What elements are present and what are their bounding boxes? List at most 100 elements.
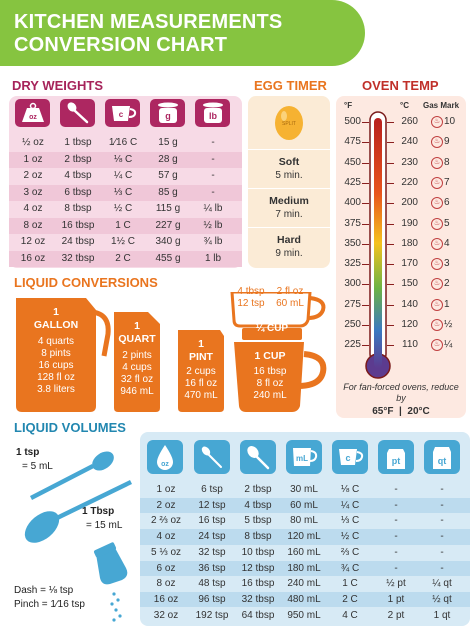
gram-label: g — [165, 111, 171, 121]
gas-mark-value: 7 — [444, 176, 450, 188]
table-cell: 36 tsp — [198, 562, 226, 574]
table-cell: 16 oz — [153, 593, 179, 605]
egg-divider — [248, 149, 330, 150]
oz-drop-icon: oz — [147, 440, 183, 474]
table-cell: 455 g — [155, 252, 181, 264]
gas-mark-flame-icon: ♨ — [431, 217, 443, 230]
table-cell: ¼ C — [340, 499, 360, 511]
table-cell: 2 C — [342, 593, 358, 605]
oz-label: oz — [29, 114, 37, 121]
table-cell: 6 tbsp — [64, 186, 92, 198]
table-cell: - — [440, 499, 444, 511]
table-row: 16 oz 96 tsp 32 tbsp 480 mL 2 C 1 pt ½ qt — [140, 591, 470, 608]
table-cell: 2 C — [115, 252, 131, 264]
table-cell: 15 g — [158, 137, 178, 148]
teaspoon-bowl — [92, 451, 114, 471]
gas-mark-value: 3 — [444, 258, 450, 270]
gas-mark-flame-icon: ♨ — [431, 319, 443, 331]
fan-forced-note: For fan-forced ovens, reduce by — [343, 382, 459, 403]
table-cell: 180 mL — [287, 562, 321, 574]
table-cell: 115 g — [155, 203, 181, 214]
gas-mark-header: Gas Mark — [423, 101, 460, 110]
spoons-illustration — [24, 451, 132, 622]
oz-icon-label: oz — [161, 461, 169, 468]
tbsp-equivalent: = 15 mL — [86, 520, 123, 531]
egg-medium-time: 7 min. — [275, 209, 303, 220]
thermometer-tick — [387, 325, 394, 326]
table-cell: 85 g — [158, 186, 178, 198]
cup-label: 1 CUP — [254, 350, 286, 362]
table-cell: 1 C — [342, 578, 358, 590]
gas-mark-value: 2 — [444, 278, 450, 290]
table-cell: 1 tbsp — [64, 137, 92, 148]
salt-grain — [114, 608, 118, 612]
celsius-value: 140 — [401, 298, 418, 310]
cup-label: c — [118, 110, 123, 119]
table-cell: ¼ qt — [432, 578, 452, 590]
salt-grain — [118, 614, 122, 618]
table-cell: - — [211, 137, 215, 148]
egg-icon: SPLIT — [275, 106, 303, 140]
thermometer-tick — [362, 345, 369, 347]
salt-grain — [116, 598, 120, 602]
thermometer-tick — [387, 162, 394, 164]
table-row: 8 oz 16 tbsp 1 C 227 g ½ lb — [9, 217, 242, 234]
table-cell: 1⁄16 C — [108, 137, 138, 148]
table-row: 6 oz 36 tsp 12 tbsp 180 mL ¾ C - - — [140, 560, 470, 576]
table-cell: 4 C — [342, 609, 358, 621]
thermometer-tick — [387, 284, 394, 286]
title-line-1: KITCHEN MEASUREMENTS — [14, 11, 283, 33]
table-cell: ½ C — [113, 203, 133, 214]
table-cell: - — [394, 499, 398, 511]
table-cell: 2 oz — [23, 170, 43, 181]
table-cell: 4 tbsp — [244, 499, 272, 511]
pound-label: lb — [209, 111, 218, 121]
table-cell: 24 tsp — [198, 531, 226, 543]
egg-timer-heading: EGG TIMER — [254, 78, 327, 93]
egg-hard-time: 9 min. — [275, 248, 303, 259]
table-row: 4 oz 24 tsp 8 tbsp 120 mL ½ C - - — [140, 529, 470, 545]
egg-divider — [248, 227, 330, 228]
table-cell: 32 tsp — [198, 546, 226, 558]
table-cell: 1 lb — [204, 252, 222, 264]
table-cell: ½ pt — [386, 578, 406, 590]
thermometer-icon — [365, 111, 391, 379]
gallon-handle-shape — [91, 309, 111, 357]
table-row: 12 oz 24 tbsp 1½ C 340 g ¾ lb — [9, 234, 242, 250]
table-cell: 12 tsp — [198, 499, 226, 511]
liquid-volumes-table: oz mL c pt qt 1 oz 6 tsp 2 tbsp 30 mL ⅛ C--2… — [140, 432, 470, 626]
table-cell: ⅓ C — [340, 515, 360, 527]
salt-grain — [112, 618, 116, 622]
table-cell: - — [440, 531, 444, 543]
gram-scale-icon: g — [150, 99, 185, 127]
celsius-value: 190 — [401, 217, 418, 229]
table-cell: - — [394, 515, 398, 527]
table-cell: 2 oz — [156, 499, 176, 511]
table-cell: - — [394, 531, 398, 543]
table-row: 32 oz 192 tsp 64 tbsp 950 mL 4 C 2 pt 1 qt — [140, 608, 470, 624]
fan-forced-values: 65°F | 20°C — [372, 406, 430, 417]
cup-icon: c — [105, 99, 140, 127]
table-cell: ⅛ C — [113, 153, 133, 165]
thermometer-tick — [362, 243, 369, 245]
table-cell: 2 pt — [387, 609, 405, 621]
quart-icon: qt — [424, 440, 460, 474]
table-cell: 16 tbsp — [241, 578, 275, 590]
table-cell: 10 tbsp — [241, 546, 275, 558]
table-cell: 32 tbsp — [61, 252, 95, 264]
gas-mark-value: ¼ — [444, 339, 453, 351]
table-cell: ¾ C — [340, 562, 360, 574]
quart-details: 2 pints 4 cups 32 fl oz 946 mL — [120, 350, 154, 397]
liquid-conversions-heading: LIQUID CONVERSIONS — [14, 275, 158, 290]
gas-mark-value: 8 — [444, 156, 450, 168]
celsius-value: 120 — [401, 319, 418, 330]
fahrenheit-value: 325 — [344, 258, 361, 270]
oz-weight-icon: oz — [15, 99, 50, 127]
table-cell: 12 tbsp — [241, 562, 275, 574]
gas-mark-flame-icon: ♨ — [431, 278, 443, 291]
table-cell: 16 tbsp — [61, 219, 95, 231]
gas-mark-flame-icon: ♨ — [431, 176, 443, 189]
egg-soft-label: Soft — [278, 156, 300, 168]
table-cell: 5 ⅓ oz — [150, 546, 182, 558]
